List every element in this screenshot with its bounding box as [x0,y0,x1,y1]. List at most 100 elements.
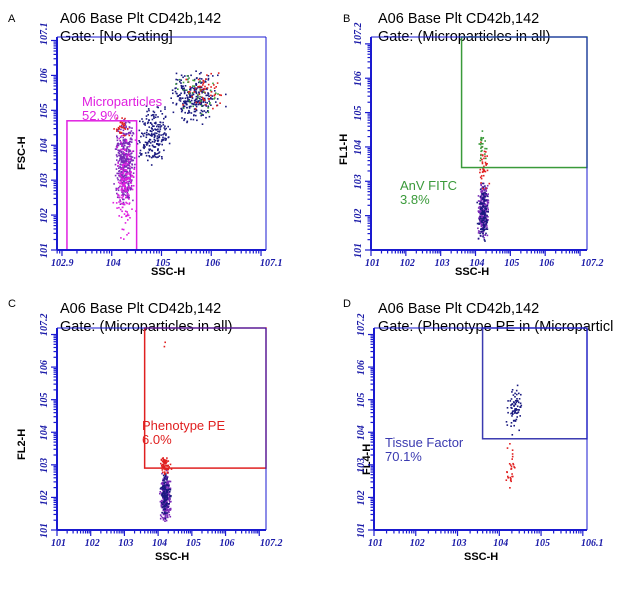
scatter-point [186,103,188,106]
scatter-point [121,157,123,159]
scatter-point [123,140,126,142]
scatter-point [134,163,136,166]
scatter-point [506,424,509,426]
scatter-point [120,126,123,128]
scatter-point [484,216,486,219]
scatter-point [207,111,210,114]
x-tick-label: 101 [368,538,383,549]
scatter-point [481,162,484,165]
scatter-point [480,142,482,145]
scatter-point [140,154,143,156]
scatter-point [127,121,130,123]
scatter-point [164,481,167,483]
scatter-point [130,171,132,174]
scatter-point [167,460,170,462]
scatter-point [168,480,171,483]
scatter-point [171,89,174,91]
scatter-point [120,182,122,185]
scatter-point [193,101,196,104]
scatter-point [168,488,171,491]
scatter-point [483,211,485,213]
y-tick-label: 101 [353,243,364,258]
scatter-point [123,185,125,188]
scatter-point [132,132,134,134]
scatter-point [121,197,123,199]
scatter-point [509,400,512,402]
scatter-point [125,169,128,171]
scatter-point [165,127,167,130]
scatter-point [163,476,166,479]
y-tick-label: 102 [39,490,50,505]
gate-rectangle[interactable] [143,327,267,469]
scatter-point [165,133,167,135]
scatter-point [121,167,123,169]
scatter-point [167,480,169,483]
scatter-point [189,86,191,88]
scatter-point [164,517,167,520]
scatter-point [480,228,482,231]
scatter-point [191,97,194,99]
scatter-point [145,144,148,146]
scatter-point [512,419,515,422]
scatter-point [153,115,155,118]
x-tick-label: 105 [156,258,171,269]
scatter-point [164,137,166,140]
scatter-point [205,103,207,106]
x-tick-label: 102 [410,538,425,549]
scatter-point [482,171,484,173]
scatter-point [191,86,193,89]
scatter-point [140,135,142,138]
scatter-point [162,512,165,515]
x-tick-label: 104 [106,258,121,269]
scatter-point [147,121,149,123]
scatter-point [143,145,145,147]
scatter-point [183,118,186,120]
scatter-point [162,496,164,498]
x-tick-label: 102 [85,538,100,549]
scatter-point [486,210,488,213]
scatter-point [511,473,513,475]
scatter-point [153,141,156,143]
scatter-point [166,475,168,478]
x-tick-label: 105 [535,538,550,549]
scatter-point [154,156,157,158]
scatter-point [118,137,121,140]
scatter-point [484,234,487,236]
scatter-point [483,237,485,239]
scatter-point [480,224,483,226]
scatter-point [514,408,516,410]
scatter-point [208,100,210,102]
scatter-point [154,153,156,155]
scatter-point [197,101,199,103]
scatter-point [167,464,169,467]
gate-rectangle[interactable] [481,327,588,440]
scatter-point [170,495,172,497]
scatter-point [154,134,156,136]
scatter-point [117,162,119,164]
scatter-series [112,135,137,240]
scatter-point [210,104,212,106]
y-tick-label: 105 [39,103,50,118]
scatter-series [175,75,219,115]
scatter-point [119,208,122,211]
scatter-point [164,515,167,517]
scatter-point [481,218,483,220]
scatter-point [483,200,485,202]
scatter-point [119,173,121,175]
scatter-point [119,179,121,182]
scatter-point [116,159,118,161]
panel-letter: A [8,13,16,25]
scatter-point [162,483,164,486]
panel-b: B A06 Base Plt CD42b,142 Gate: (Micropar… [338,11,604,278]
scatter-point [480,138,482,141]
scatter-point [145,131,148,134]
scatter-point [151,127,153,130]
scatter-point [481,215,484,218]
scatter-point [157,143,159,145]
scatter-point [165,484,167,486]
scatter-point [200,82,202,84]
scatter-point [186,120,189,123]
scatter-point [511,475,513,478]
scatter-point [167,505,169,507]
scatter-point [122,165,124,168]
